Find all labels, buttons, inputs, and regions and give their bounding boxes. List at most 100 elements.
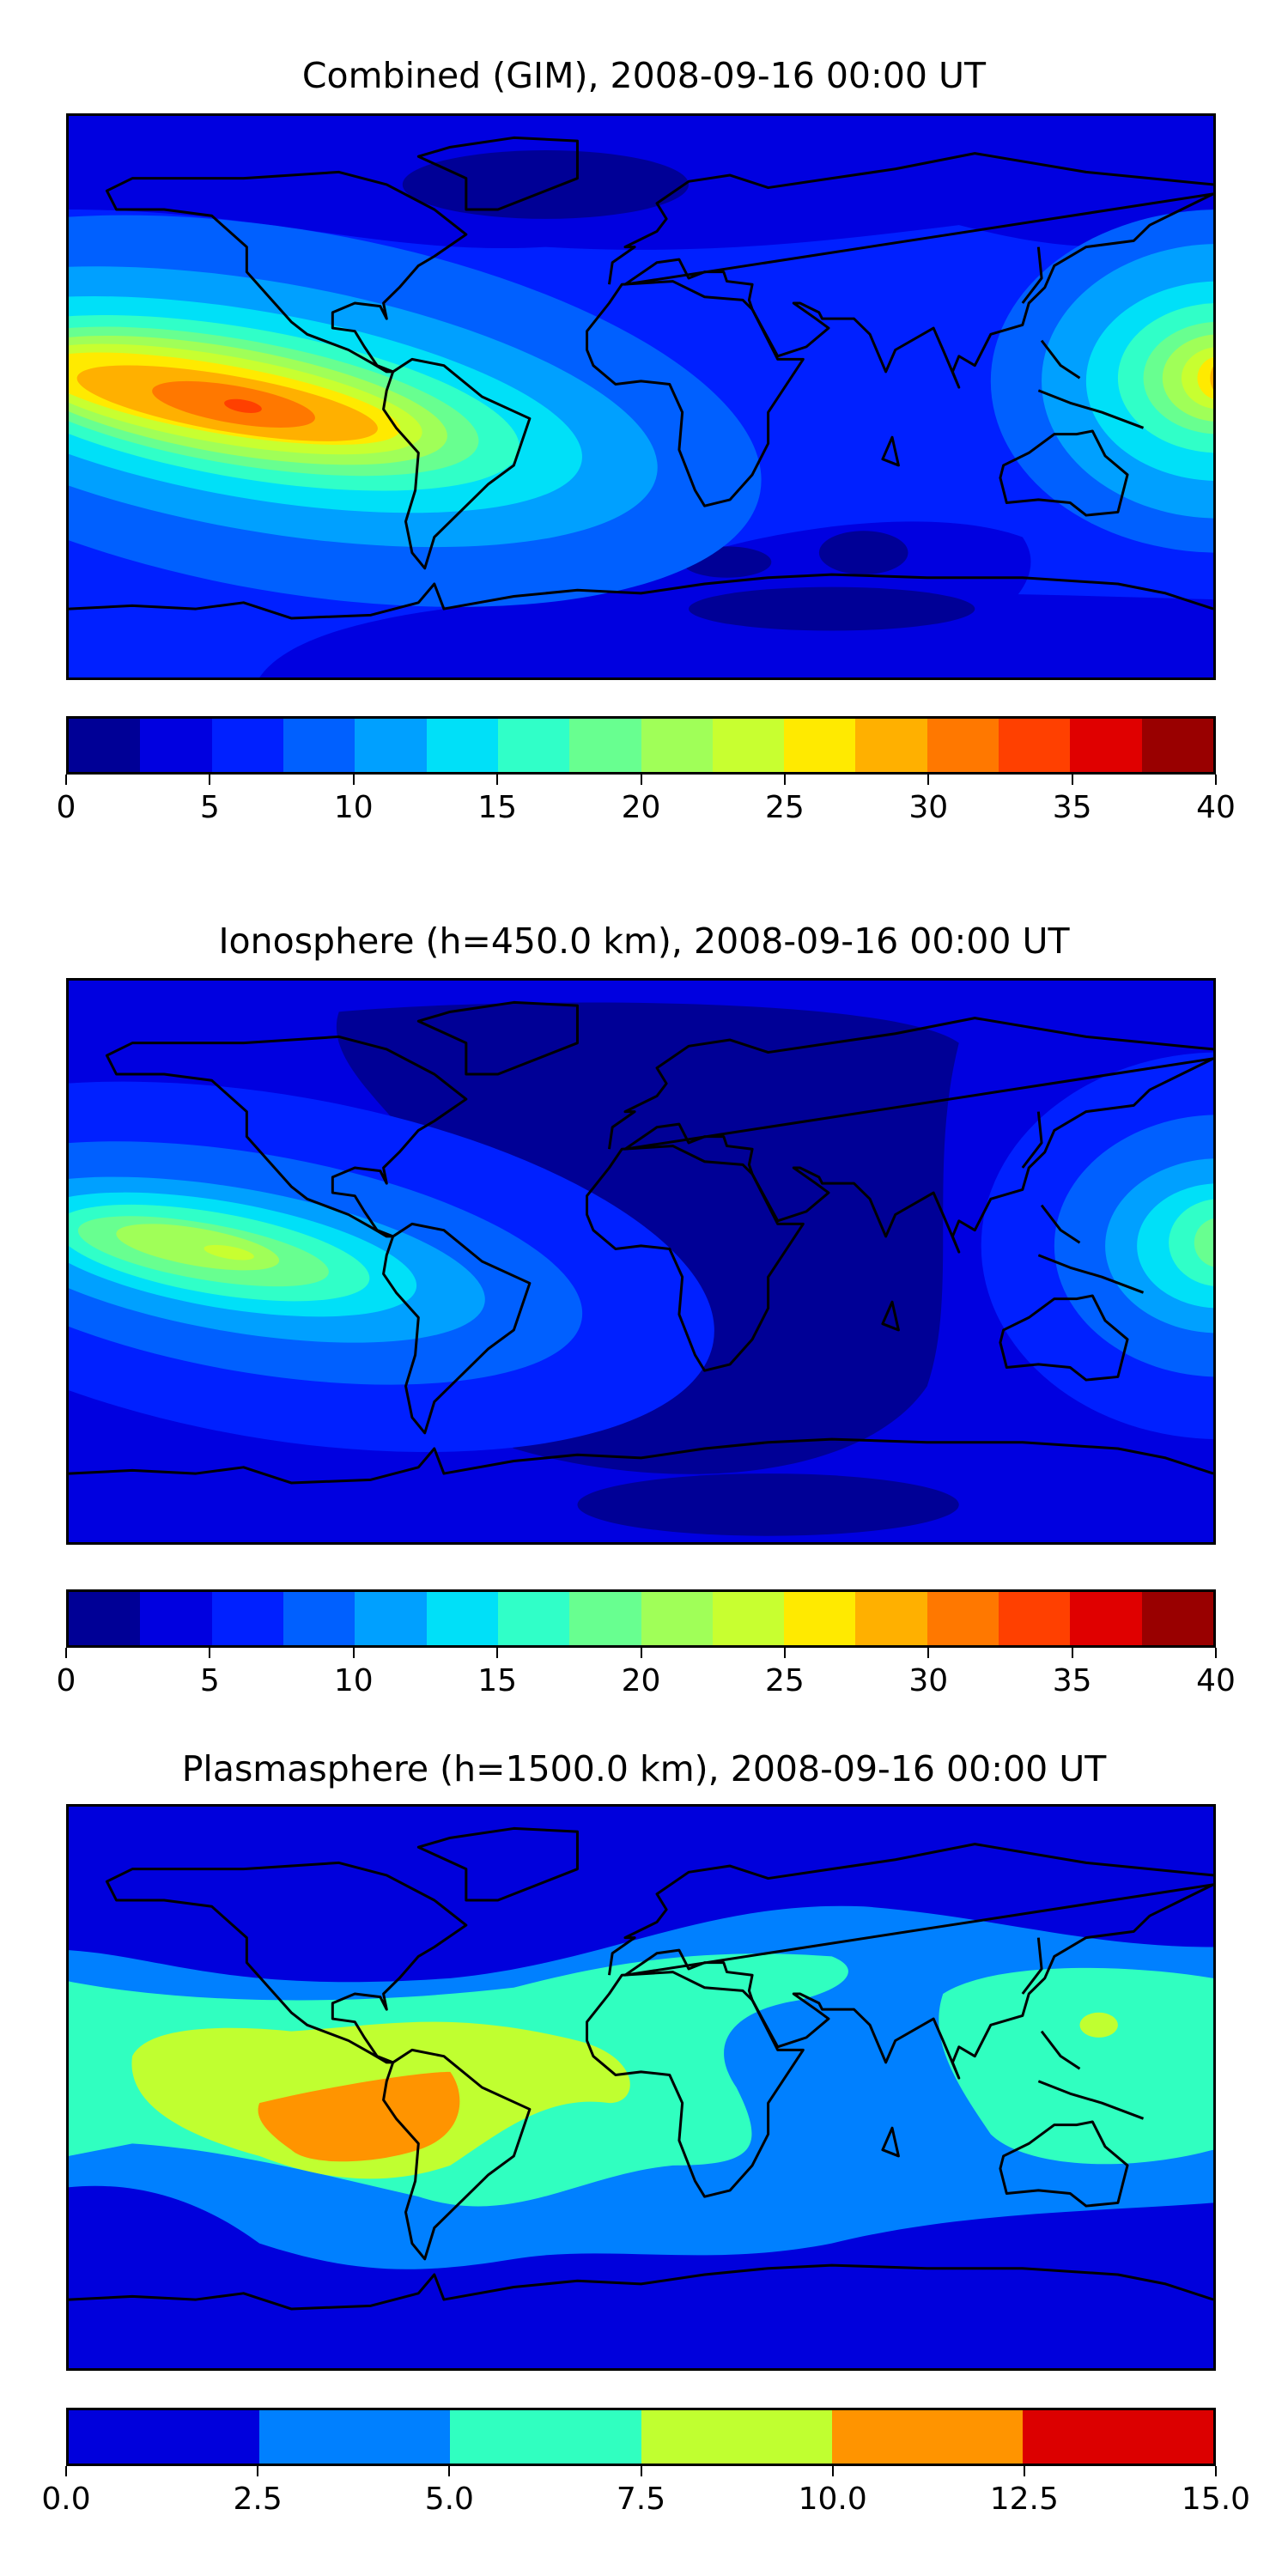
- contour-level-27.5-30: [1210, 366, 1213, 390]
- tick-label: 35: [1052, 790, 1092, 825]
- contour-level-25-27.5: [1197, 356, 1213, 399]
- tick-mark: [927, 775, 930, 785]
- colorbar-segment-17.5-20: [569, 1592, 641, 1645]
- tick-mark: [209, 1648, 211, 1658]
- colorbar-segment-27.5-30: [855, 719, 927, 772]
- tick-label: 40: [1196, 790, 1236, 825]
- tick-mark: [1023, 2466, 1025, 2476]
- colorbar-segment-20-22.5: [641, 1592, 713, 1645]
- tick-label: 12.5: [989, 2482, 1059, 2517]
- tick-label: 25: [764, 790, 805, 825]
- tick-label: 7.5: [616, 2482, 666, 2517]
- colorbar-ionosphere: [66, 1589, 1216, 1648]
- colorbar-plasmasphere: [66, 2408, 1216, 2466]
- colorbar-segment-10-12.5: [831, 2410, 1023, 2464]
- tick-mark: [831, 2466, 834, 2476]
- tick-label: 20: [621, 790, 661, 825]
- colorbar-segment-20-22.5: [641, 719, 713, 772]
- colorbar-segment-7.5-10: [283, 719, 355, 772]
- colorbar-segment-17.5-20: [569, 719, 641, 772]
- colorbar-ticks-ionosphere: 0 5 10 15 20 25 30 35 40: [57, 1648, 1236, 1699]
- colorbar-segment-0-2.5: [69, 2410, 260, 2464]
- tick-mark: [65, 2466, 67, 2476]
- colorbar-segment-37.5-40: [1141, 719, 1213, 772]
- tick-mark: [1071, 1648, 1073, 1658]
- map-plot-plasmasphere: [66, 1804, 1216, 2371]
- colorbar-segment-32.5-35: [999, 719, 1071, 772]
- colorbar-segment-10-12.5: [355, 1592, 427, 1645]
- colorbar-segment-25-27.5: [784, 1592, 856, 1645]
- contour-level-10-12.5: [258, 2071, 460, 2162]
- tick-label: 0.0: [41, 2482, 91, 2517]
- colorbar-segment-10-12.5: [355, 719, 427, 772]
- colorbar-segment-30-32.5: [927, 1592, 999, 1645]
- tick-mark: [209, 775, 211, 785]
- contour-level-0-2.5: [689, 586, 975, 631]
- tick-mark: [496, 775, 499, 785]
- tick-mark: [1215, 1648, 1217, 1658]
- tick-mark: [1215, 2466, 1217, 2476]
- colorbar-segment-15-17.5: [497, 1592, 570, 1645]
- colorbar-segment-5-7.5: [450, 2410, 641, 2464]
- map-plot-ionosphere: [66, 978, 1216, 1545]
- tick-label: 25: [764, 1663, 805, 1698]
- colorbar-segment-27.5-30: [855, 1592, 927, 1645]
- colorbar-segment-2.5-5: [140, 1592, 212, 1645]
- tick-label: 5.0: [424, 2482, 474, 2517]
- tick-mark: [496, 1648, 499, 1658]
- contour-level-15-17.5: [1169, 1199, 1213, 1286]
- tick-mark: [65, 1648, 67, 1658]
- chart-title: Plasmasphere (h=1500.0 km), 2008-09-16 0…: [181, 1748, 1107, 1789]
- colorbar-segment-0-2.5: [69, 719, 141, 772]
- colorbar-ticks-plasmasphere: 0.0 2.5 5.0 7.5 10.0 12.5 15.0: [41, 2466, 1250, 2518]
- tick-label: 0: [56, 790, 76, 825]
- colorbar-segment-2.5-5: [259, 2410, 451, 2464]
- contour-level-22.5-25: [204, 1244, 254, 1261]
- tick-label: 20: [621, 1663, 661, 1698]
- contour-level-0-2.5: [818, 531, 908, 575]
- tick-label: 15.0: [1181, 2482, 1251, 2517]
- tick-mark: [640, 1648, 642, 1658]
- colorbar-ticks-combined: 0 5 10 15 20 25 30 35 40: [57, 775, 1236, 826]
- chart-title: Combined (GIM), 2008-09-16 00:00 UT: [301, 55, 987, 96]
- tick-mark: [783, 1648, 786, 1658]
- tick-mark: [352, 1648, 355, 1658]
- contour-level-0-2.5: [577, 1473, 959, 1536]
- tick-label: 2.5: [233, 2482, 283, 2517]
- tick-mark: [448, 2466, 451, 2476]
- tick-mark: [257, 2466, 259, 2476]
- tick-mark: [640, 775, 642, 785]
- colorbar-segment-7.5-10: [283, 1592, 355, 1645]
- contour-level-7.5-10: [1079, 2012, 1118, 2038]
- contour-level-32.5-35: [224, 398, 262, 413]
- colorbar-segment-12.5-15: [426, 1592, 498, 1645]
- colorbar-segment-5-7.5: [211, 719, 283, 772]
- tick-label: 10.0: [798, 2482, 867, 2517]
- tick-label: 40: [1196, 1663, 1236, 1698]
- colorbar-segment-5-7.5: [211, 1592, 283, 1645]
- tick-label: 30: [908, 1663, 949, 1698]
- colorbar-segment-15-17.5: [497, 719, 570, 772]
- tick-label: 5: [199, 790, 220, 825]
- colorbar-segment-30-32.5: [927, 719, 999, 772]
- tick-label: 0: [56, 1663, 76, 1698]
- colorbar-segment-22.5-25: [712, 1592, 785, 1645]
- colorbar-segment-7.5-10: [641, 2410, 832, 2464]
- tick-mark: [1215, 775, 1217, 785]
- contour-level-17.5-20: [1194, 1218, 1213, 1267]
- tick-label: 35: [1052, 1663, 1092, 1698]
- tick-label: 5: [199, 1663, 220, 1698]
- contour-level-0-2.5: [402, 149, 690, 219]
- tick-mark: [352, 775, 355, 785]
- colorbar-segment-35-37.5: [1070, 719, 1142, 772]
- tick-mark: [783, 775, 786, 785]
- colorbar-combined: [66, 716, 1216, 775]
- colorbar-segment-37.5-40: [1141, 1592, 1213, 1645]
- colorbar-segment-12.5-15: [1022, 2410, 1214, 2464]
- colorbar-segment-25-27.5: [784, 719, 856, 772]
- chart-title: Ionosphere (h=450.0 km), 2008-09-16 00:0…: [218, 920, 1070, 962]
- tick-label: 15: [477, 1663, 518, 1698]
- tick-label: 15: [477, 790, 518, 825]
- colorbar-segment-12.5-15: [426, 719, 498, 772]
- colorbar-segment-22.5-25: [712, 719, 785, 772]
